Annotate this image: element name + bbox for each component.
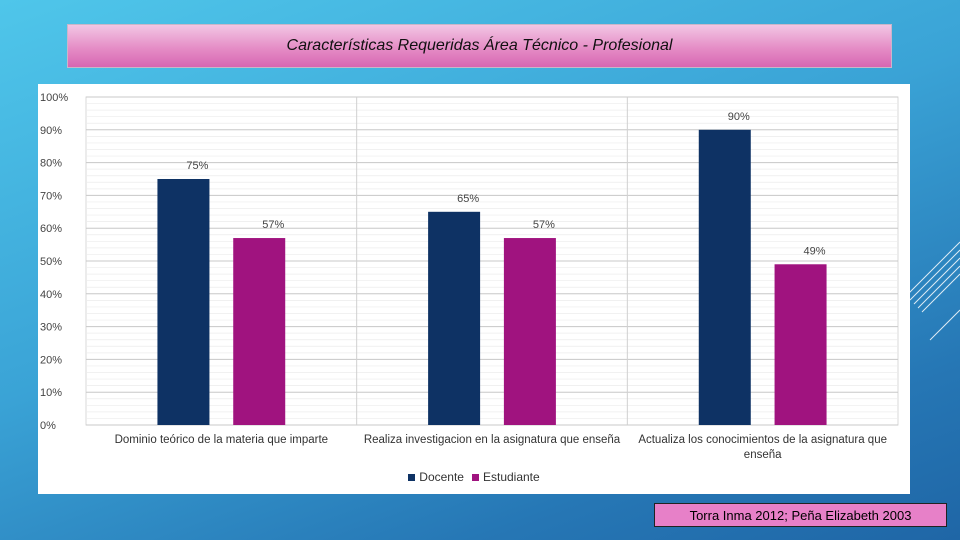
citation-box: Torra Inma 2012; Peña Elizabeth 2003 (654, 503, 947, 527)
chart-title-banner: Características Requeridas Área Técnico … (67, 24, 892, 68)
bar-estudiante-3 (774, 264, 827, 425)
y-tick-label: 90% (40, 125, 62, 137)
y-tick-label: 50% (40, 256, 62, 268)
bar-docente-1 (157, 179, 210, 425)
y-tick-label: 60% (40, 223, 62, 235)
y-tick-label: 80% (40, 158, 62, 170)
bar-estudiante-2 (503, 238, 556, 425)
bar-docente-3 (698, 129, 751, 426)
decorative-lines (905, 241, 960, 341)
data-label: 65% (457, 193, 479, 205)
bar-docente-2 (428, 211, 481, 425)
bar-chart: 0% 10% 20% 30% 40% 50% 60% 70% 80% 90% 100% 75% 57% D… (40, 92, 899, 461)
legend-item-estudiante: Estudiante (471, 470, 540, 484)
y-tick-label: 70% (40, 190, 62, 202)
bar-estudiante-1 (233, 238, 286, 425)
x-category-label: enseña (744, 449, 782, 461)
data-label: 75% (186, 160, 208, 172)
citation-text: Torra Inma 2012; Peña Elizabeth 2003 (689, 507, 912, 523)
legend-label-estudiante: Estudiante (482, 470, 540, 484)
y-tick-label: 40% (40, 289, 62, 301)
y-tick-label: 10% (40, 387, 62, 399)
legend-swatch-docente (408, 473, 416, 481)
x-category-label: Dominio teórico de la materia que impart… (115, 434, 329, 446)
legend-label-docente: Docente (419, 470, 464, 484)
chart-title: Características Requeridas Área Técnico … (286, 37, 673, 54)
x-category-label: Realiza investigacion en la asignatura q… (364, 434, 621, 446)
y-tick-label: 100% (40, 92, 68, 104)
chart-panel: 0% 10% 20% 30% 40% 50% 60% 70% 80% 90% 100% 75% 57% D… (38, 84, 910, 494)
legend-swatch-estudiante (471, 473, 479, 481)
data-label: 57% (533, 219, 555, 231)
data-label: 90% (728, 111, 750, 123)
x-category-label: Actualiza los conocimientos de la asigna… (638, 434, 887, 446)
data-label: 57% (262, 219, 284, 231)
legend-item-docente: Docente (408, 470, 464, 484)
chart-legend: Docente Estudiante (38, 470, 910, 484)
y-tick-label: 0% (40, 420, 56, 432)
y-tick-label: 30% (40, 322, 62, 334)
y-tick-label: 20% (40, 354, 62, 366)
data-label: 49% (804, 245, 826, 257)
